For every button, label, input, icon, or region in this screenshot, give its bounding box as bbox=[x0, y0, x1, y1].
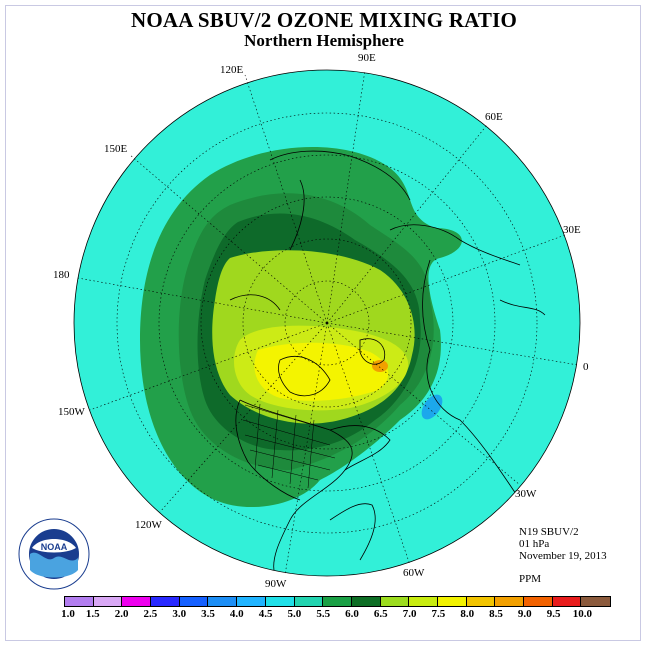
legend-swatch bbox=[151, 597, 180, 606]
legend-tick-label: 4.0 bbox=[229, 608, 244, 620]
legend-tick-label: 1.0 bbox=[61, 608, 75, 620]
map-subtitle: Northern Hemisphere bbox=[244, 31, 404, 50]
lon-label-180: 180 bbox=[53, 269, 70, 281]
legend-swatch bbox=[237, 597, 266, 606]
legend-tick-label: 10.0 bbox=[572, 608, 593, 620]
lon-label-150w: 150W bbox=[58, 406, 86, 418]
graticule bbox=[77, 69, 579, 576]
lon-label-90w: 90W bbox=[265, 578, 287, 590]
info-units: PPM bbox=[519, 573, 542, 585]
legend-tick-label: 7.5 bbox=[431, 608, 446, 620]
legend-tick-label: 6.5 bbox=[373, 608, 388, 620]
lon-label-60e: 60E bbox=[485, 111, 503, 123]
map-border bbox=[73, 69, 581, 577]
noaa-logo-icon: NOAA bbox=[18, 518, 90, 590]
info-instrument: N19 SBUV/2 bbox=[519, 526, 579, 538]
legend-tick-label: 1.5 bbox=[85, 608, 100, 620]
legend-swatch bbox=[65, 597, 94, 606]
legend-swatch bbox=[552, 597, 582, 606]
legend-swatch bbox=[495, 597, 524, 606]
ozone-field-orange bbox=[372, 360, 388, 372]
lon-label-60w: 60W bbox=[403, 567, 425, 579]
lon-label-120w: 120W bbox=[135, 519, 163, 531]
legend-tick-label: 3.5 bbox=[201, 608, 215, 620]
legend-tick-label: 5.5 bbox=[316, 608, 331, 620]
legend-swatch bbox=[294, 597, 324, 606]
lon-label-90e: 90E bbox=[358, 52, 376, 64]
legend-swatch bbox=[437, 597, 467, 606]
legend-tick-label: 5.0 bbox=[287, 608, 302, 620]
lon-label-120e: 120E bbox=[220, 64, 244, 76]
legend-ticks: 1.0 1.5 2.0 2.5 3.0 3.5 4.0 4.5 5.0 5.5 6.0 6.5 7.0 7… bbox=[0, 608, 648, 622]
legend-swatch bbox=[581, 597, 611, 606]
ozone-field-blue bbox=[421, 394, 443, 420]
legend-swatch bbox=[208, 597, 238, 606]
info-date: November 19, 2013 bbox=[519, 550, 607, 562]
color-legend bbox=[64, 596, 612, 607]
legend-tick-label: 8.5 bbox=[489, 608, 503, 620]
legend-swatch bbox=[351, 597, 381, 606]
legend-swatch bbox=[380, 597, 410, 606]
legend-tick-label: 2.0 bbox=[114, 608, 129, 620]
lon-label-0: 0 bbox=[583, 361, 589, 373]
legend-tick-label: 2.5 bbox=[143, 608, 158, 620]
figure-frame bbox=[5, 5, 641, 641]
lon-label-30e: 30E bbox=[563, 224, 581, 236]
legend-swatch bbox=[409, 597, 438, 606]
legend-swatch bbox=[93, 597, 123, 606]
lon-label-30w: 30W bbox=[515, 488, 537, 500]
legend-tick-label: 6.0 bbox=[345, 608, 359, 620]
ozone-field-yellow bbox=[254, 342, 389, 401]
legend-swatch bbox=[524, 597, 553, 606]
legend-tick-label: 8.0 bbox=[460, 608, 475, 620]
legend-tick-label: 7.0 bbox=[402, 608, 417, 620]
legend-tick-label: 9.5 bbox=[546, 608, 561, 620]
legend-swatch bbox=[179, 597, 209, 606]
legend-swatch bbox=[265, 597, 295, 606]
legend-tick-label: 3.0 bbox=[172, 608, 187, 620]
legend-tick-label: 4.5 bbox=[258, 608, 273, 620]
map-title: NOAA SBUV/2 OZONE MIXING RATIO bbox=[131, 8, 517, 32]
legend-tick-label: 9.0 bbox=[517, 608, 532, 620]
legend-swatch bbox=[323, 597, 352, 606]
state-boundaries bbox=[242, 403, 336, 489]
legend-swatch bbox=[122, 597, 152, 606]
lon-label-150e: 150E bbox=[104, 143, 128, 155]
info-level: 01 hPa bbox=[519, 538, 550, 550]
legend-swatch bbox=[466, 597, 496, 606]
logo-text: NOAA bbox=[41, 542, 68, 552]
